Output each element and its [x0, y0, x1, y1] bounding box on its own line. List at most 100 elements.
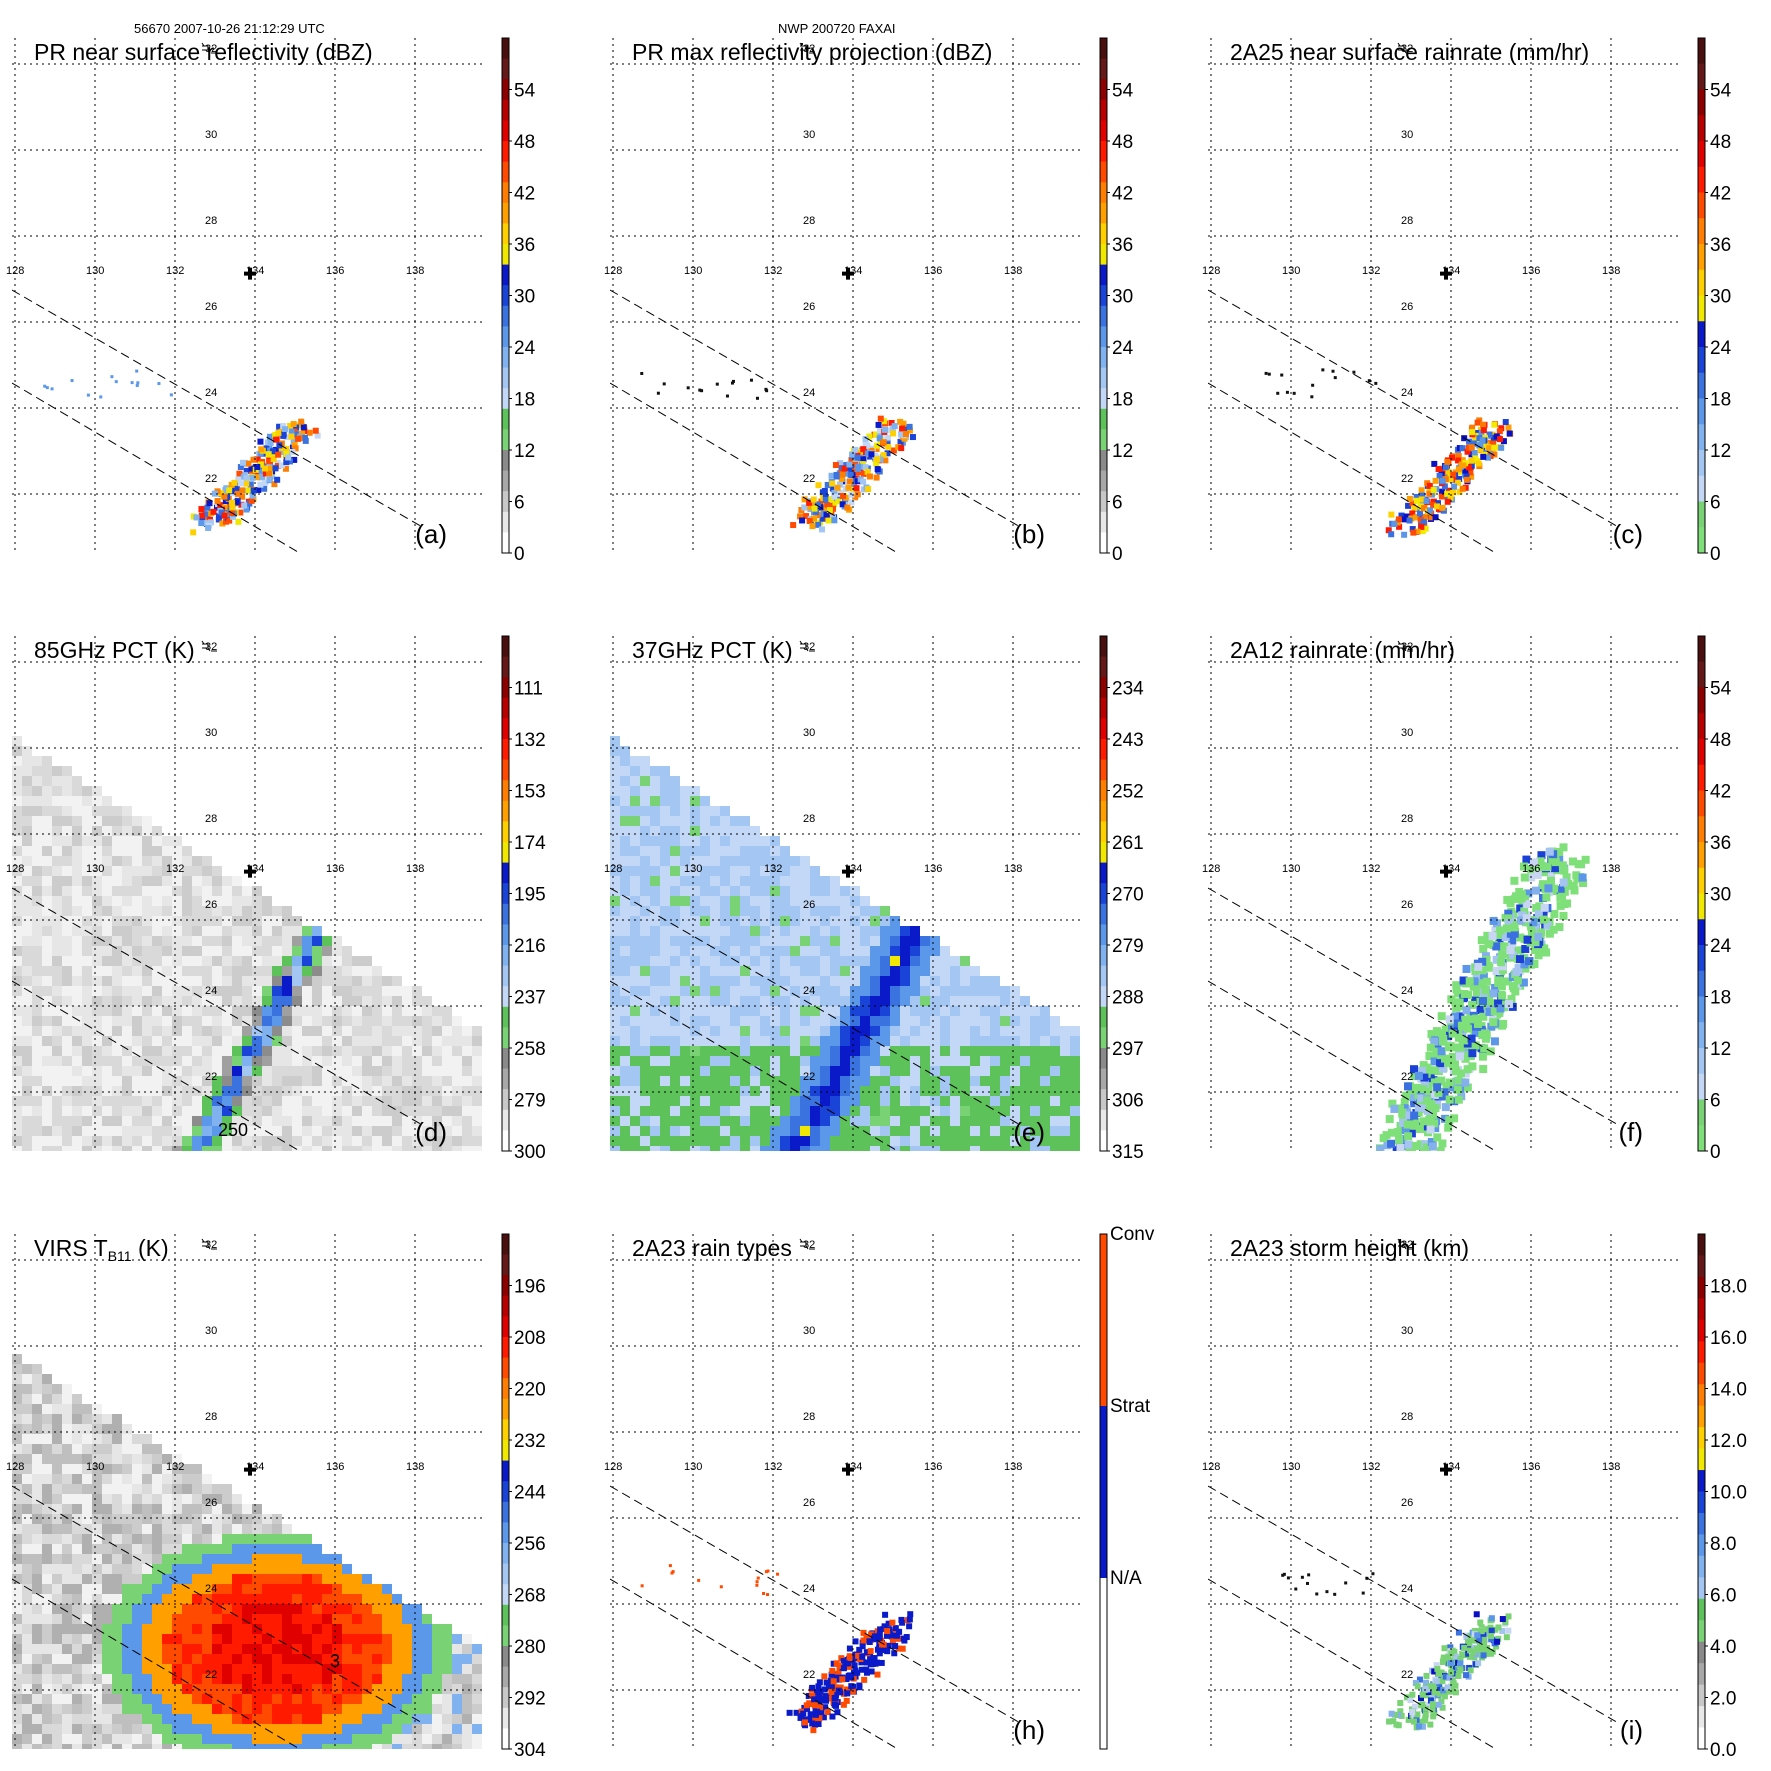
lat-tick-label: 24	[803, 387, 815, 399]
colorbar-tick-label: 36	[1710, 833, 1731, 854]
plot-area	[1208, 636, 1678, 1151]
colorbar	[1099, 37, 1110, 554]
lon-tick-label: 128	[6, 863, 24, 875]
lat-tick-label: 28	[205, 215, 217, 227]
colorbar-tick-label: 12	[1710, 1039, 1731, 1060]
colorbar-tick-label: 280	[514, 1637, 546, 1658]
panel-title: PR max reflectivity projection (dBZ)	[632, 39, 992, 65]
lat-tick-label: 22	[1401, 1071, 1413, 1083]
colorbar-tick-label: 111	[514, 679, 543, 700]
lon-tick-label: 132	[166, 1461, 184, 1473]
colorbar	[1099, 1233, 1108, 1750]
pr-swath-edge-south	[1208, 382, 1497, 553]
colorbar-tick-label: 48	[1710, 730, 1731, 751]
panel-title: 2A12 rainrate (mm/hr)	[1230, 637, 1455, 663]
colorbar	[501, 37, 512, 554]
storm-center-cross-icon	[842, 1463, 854, 1476]
plot-area	[12, 636, 482, 1151]
plot-area	[610, 636, 1080, 1151]
colorbar-tick-label: 270	[1112, 885, 1144, 906]
colorbar-tick-label: 6	[1710, 1091, 1721, 1112]
lon-tick-label: 138	[406, 265, 424, 277]
header-orbit-time: 56670 2007-10-26 21:12:29 UTC	[134, 21, 325, 36]
typhoon-symbol-icon	[1397, 640, 1413, 652]
storm-center-cross-icon	[244, 865, 256, 878]
pr-swath-edge-north	[610, 289, 1023, 529]
colorbar-tick-label: 24	[1710, 936, 1732, 957]
panel-label: (f)	[1618, 1117, 1643, 1147]
colorbar	[501, 1233, 512, 1750]
colorbar-tick-label: 6	[1710, 493, 1721, 514]
latlon-grid	[12, 636, 482, 1151]
lon-tick-label: 128	[604, 863, 622, 875]
lat-tick-label: 24	[1401, 1583, 1413, 1595]
colorbar-tick-label: 304	[514, 1740, 546, 1761]
colorbar	[1099, 635, 1110, 1152]
lat-tick-label: 24	[803, 1583, 815, 1595]
lat-tick-label: 26	[1401, 301, 1413, 313]
lon-tick-label: 138	[1004, 863, 1022, 875]
typhoon-symbol-icon	[201, 640, 217, 652]
lon-tick-label: 130	[684, 863, 702, 875]
lon-tick-label: 136	[326, 265, 344, 277]
colorbar-tick-label: 256	[514, 1534, 546, 1555]
lat-tick-label: 22	[205, 1071, 217, 1083]
lon-tick-label: 128	[1202, 863, 1220, 875]
colorbar-tick-label: 18	[1710, 988, 1731, 1009]
colorbar-tick-label: 24	[1710, 338, 1732, 359]
colorbar-tick-label: 0	[1710, 1142, 1721, 1163]
lat-tick-label: 22	[803, 1071, 815, 1083]
lat-tick-label: 26	[205, 1497, 217, 1509]
colorbar-tick-label: 300	[514, 1142, 546, 1163]
lon-tick-label: 138	[1602, 265, 1620, 277]
colorbar-tick-label: 258	[514, 1039, 546, 1060]
colorbar-tick-label: 18	[514, 390, 535, 411]
colorbar-tick-label: 42	[1710, 184, 1731, 205]
colorbar	[1697, 635, 1708, 1152]
colorbar-tick-label: 0	[514, 544, 525, 565]
storm-center-cross-icon	[842, 267, 854, 280]
lon-tick-label: 136	[924, 1461, 942, 1473]
lat-tick-label: 22	[803, 473, 815, 485]
lon-tick-label: 132	[1362, 863, 1380, 875]
contour-label: 250	[218, 1120, 248, 1140]
lon-tick-label: 130	[86, 863, 104, 875]
panel-title: 2A23 storm height (km)	[1230, 1235, 1469, 1261]
storm-center-cross-icon	[244, 1463, 256, 1476]
plot-area	[12, 38, 482, 553]
colorbar-tick-label: 42	[1112, 184, 1133, 205]
lat-tick-label: 24	[803, 985, 815, 997]
panel-title: VIRS TB11 (K)	[34, 1235, 169, 1264]
lon-tick-label: 132	[764, 1461, 782, 1473]
lon-tick-label: 136	[924, 265, 942, 277]
lon-tick-label: 128	[1202, 1461, 1220, 1473]
colorbar-tick-label: 54	[514, 81, 536, 102]
colorbar-tick-label: 48	[1112, 132, 1133, 153]
colorbar-tick-label: 36	[1112, 235, 1133, 256]
colorbar-tick-label: 174	[514, 833, 546, 854]
lon-tick-label: 128	[604, 265, 622, 277]
colorbar-tick-label: 292	[514, 1689, 546, 1710]
colorbar-tick-label: 220	[514, 1380, 546, 1401]
typhoon-symbol-icon	[1397, 42, 1413, 54]
pr-swath-edge-south	[610, 382, 899, 553]
lon-tick-label: 132	[1362, 1461, 1380, 1473]
colorbar-tick-label: 18	[1710, 390, 1731, 411]
colorbar-tick-label: Strat	[1110, 1396, 1151, 1417]
colorbar-tick-label: 10.0	[1710, 1483, 1747, 1504]
colorbar-tick-label: 8.0	[1710, 1534, 1736, 1555]
colorbar-tick-label: 315	[1112, 1142, 1144, 1163]
pr-swath-edge-north	[12, 887, 425, 1127]
colorbar-tick-label: 30	[514, 287, 535, 308]
lat-tick-label: 22	[205, 1669, 217, 1681]
latlon-grid	[1208, 38, 1678, 553]
colorbar-tick-label: 14.0	[1710, 1380, 1747, 1401]
pr-swath-edge-south	[12, 382, 301, 553]
lat-tick-label: 26	[803, 1497, 815, 1509]
panel-title: 2A23 rain types	[632, 1235, 792, 1261]
plot-area	[12, 1234, 482, 1749]
lat-tick-label: 30	[803, 129, 815, 141]
